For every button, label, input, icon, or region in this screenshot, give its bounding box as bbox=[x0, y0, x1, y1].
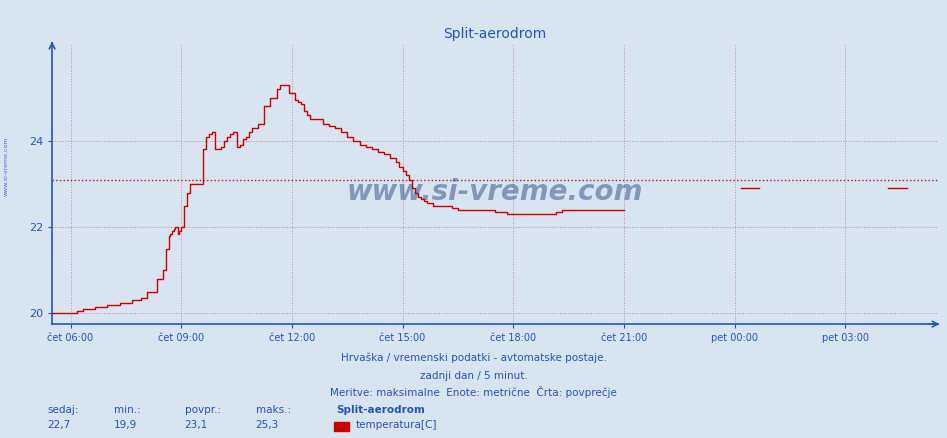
Text: zadnji dan / 5 minut.: zadnji dan / 5 minut. bbox=[420, 371, 527, 381]
Text: 19,9: 19,9 bbox=[114, 420, 137, 431]
Text: www.si-vreme.com: www.si-vreme.com bbox=[347, 178, 643, 206]
Text: 25,3: 25,3 bbox=[256, 420, 279, 431]
Text: sedaj:: sedaj: bbox=[47, 405, 79, 415]
Title: Split-aerodrom: Split-aerodrom bbox=[443, 27, 546, 41]
Text: Split-aerodrom: Split-aerodrom bbox=[336, 405, 425, 415]
Text: www.si-vreme.com: www.si-vreme.com bbox=[4, 137, 9, 196]
Text: Hrvaška / vremenski podatki - avtomatske postaje.: Hrvaška / vremenski podatki - avtomatske… bbox=[341, 353, 606, 364]
Text: maks.:: maks.: bbox=[256, 405, 291, 415]
Text: povpr.:: povpr.: bbox=[185, 405, 221, 415]
Text: min.:: min.: bbox=[114, 405, 140, 415]
Text: 23,1: 23,1 bbox=[185, 420, 208, 431]
Text: temperatura[C]: temperatura[C] bbox=[356, 420, 438, 431]
Text: Meritve: maksimalne  Enote: metrične  Črta: povprečje: Meritve: maksimalne Enote: metrične Črta… bbox=[331, 386, 616, 399]
Text: 22,7: 22,7 bbox=[47, 420, 71, 431]
